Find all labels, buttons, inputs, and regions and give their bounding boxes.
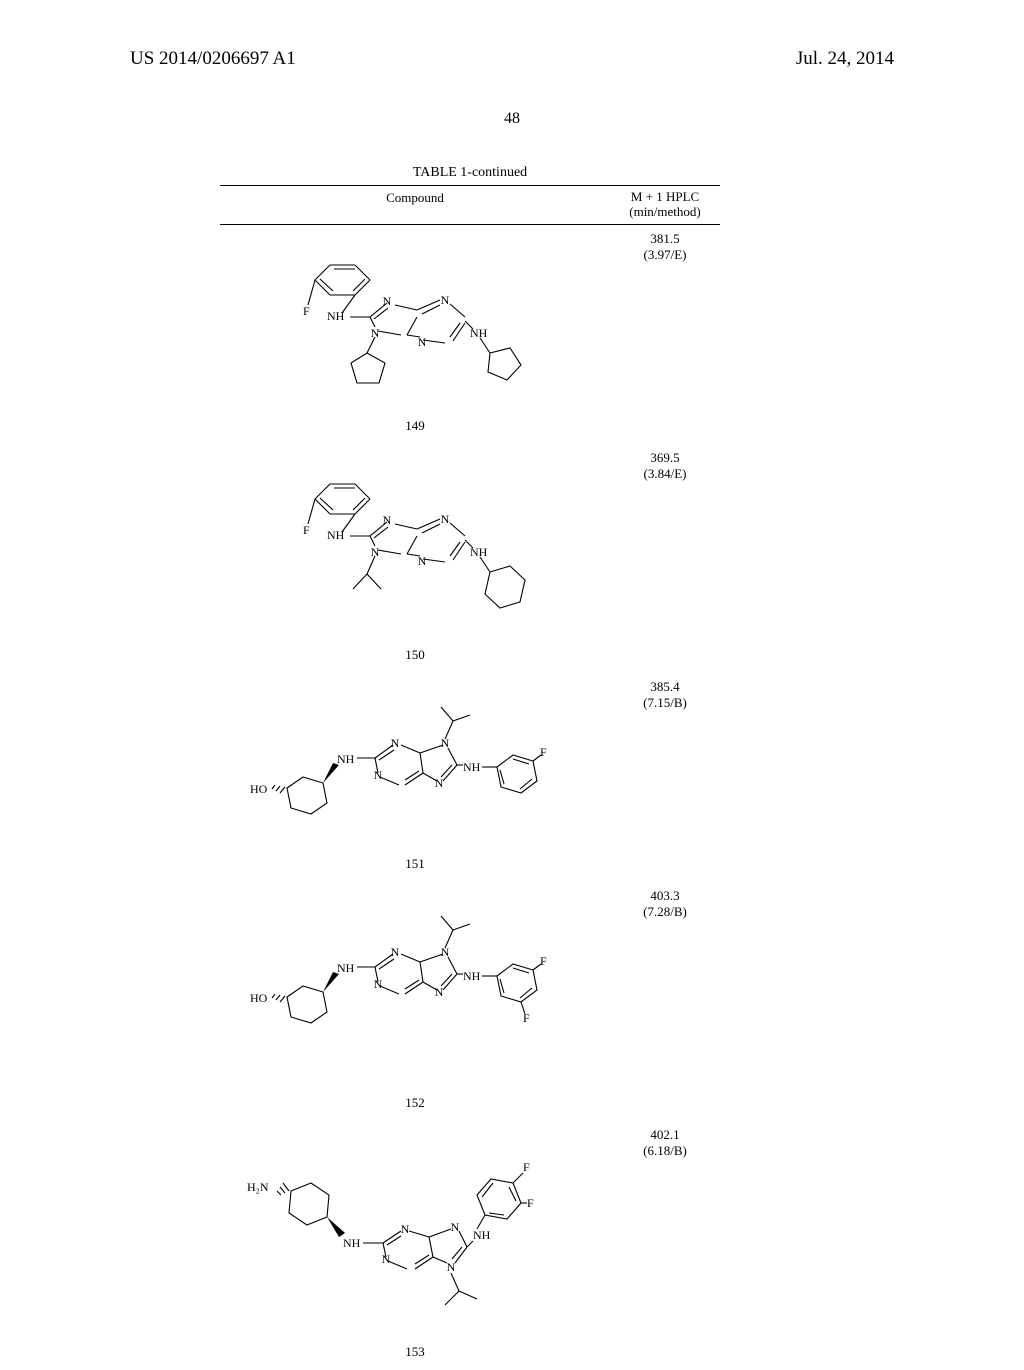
atom-label: N: [382, 1252, 391, 1266]
atom-label: F: [540, 745, 547, 759]
compound-number: 152: [220, 1095, 610, 1111]
atom-label: NH: [343, 1236, 361, 1250]
hplc-value: (7.28/B): [643, 904, 687, 919]
structure-151: HO NH: [245, 673, 585, 853]
compound-number: 153: [220, 1344, 610, 1360]
atom-label: N: [391, 945, 400, 959]
atom-label: N: [383, 294, 392, 308]
atom-label: N: [401, 1222, 410, 1236]
compound-cell: F NH: [220, 444, 610, 673]
atom-label: F: [303, 304, 310, 318]
atom-label: HO: [250, 782, 268, 796]
col-compound: Compound: [220, 190, 610, 220]
atom-label: N: [451, 1220, 460, 1234]
table-column-headers: Compound M + 1 HPLC (min/method): [220, 186, 720, 224]
page-number: 48: [0, 110, 1024, 128]
col-hplc-line1: M + 1 HPLC: [631, 189, 699, 204]
publication-number: US 2014/0206697 A1: [130, 48, 296, 70]
m-plus-1: 385.4: [650, 679, 679, 694]
atom-label: N: [374, 977, 383, 991]
atom-label: N: [418, 335, 427, 349]
m-plus-1: 369.5: [650, 450, 679, 465]
atom-label: N: [391, 736, 400, 750]
data-cell: 369.5 (3.84/E): [610, 444, 720, 483]
atom-label: NH: [473, 1228, 491, 1242]
col-hplc-line2: (min/method): [629, 204, 701, 219]
compound-table: TABLE 1-continued Compound M + 1 HPLC (m…: [220, 165, 720, 1370]
structure-153: H₂N NH: [245, 1121, 585, 1341]
m-plus-1: 381.5: [650, 231, 679, 246]
page-root: US 2014/0206697 A1 Jul. 24, 2014 48 TABL…: [0, 0, 1024, 1320]
hplc-value: (6.18/B): [643, 1143, 687, 1158]
compound-number: 150: [220, 647, 610, 663]
compound-cell: H₂N NH: [220, 1121, 610, 1370]
atom-label: H₂N: [247, 1180, 269, 1194]
atom-label: N: [374, 768, 383, 782]
atom-label: F: [527, 1196, 534, 1210]
hplc-value: (7.15/B): [643, 695, 687, 710]
atom-label: NH: [337, 752, 355, 766]
atom-label: F: [540, 954, 547, 968]
atom-label: NH: [327, 528, 345, 542]
atom-label: N: [441, 512, 450, 526]
atom-label: F: [523, 1011, 530, 1025]
table-row: HO NH: [220, 882, 720, 1121]
atom-label: NH: [463, 969, 481, 983]
compound-cell: F NH: [220, 225, 610, 444]
structure-150: F NH: [275, 444, 555, 644]
data-cell: 402.1 (6.18/B): [610, 1121, 720, 1160]
structure-152: HO NH: [245, 882, 585, 1092]
compound-number: 151: [220, 856, 610, 872]
col-hplc: M + 1 HPLC (min/method): [610, 190, 720, 220]
table-title: TABLE 1-continued: [220, 165, 720, 181]
publication-date: Jul. 24, 2014: [796, 48, 894, 70]
m-plus-1: 403.3: [650, 888, 679, 903]
atom-label: N: [383, 513, 392, 527]
table-row: HO NH: [220, 673, 720, 882]
atom-label: N: [441, 293, 450, 307]
atom-label: N: [418, 554, 427, 568]
compound-cell: HO NH: [220, 673, 610, 882]
data-cell: 385.4 (7.15/B): [610, 673, 720, 712]
atom-label: N: [435, 985, 444, 999]
atom-label: NH: [463, 760, 481, 774]
structure-149: F NH: [275, 225, 555, 415]
table-row: F NH: [220, 444, 720, 673]
atom-label: N: [447, 1260, 456, 1274]
atom-label: F: [303, 523, 310, 537]
data-cell: 381.5 (3.97/E): [610, 225, 720, 264]
atom-label: F: [523, 1160, 530, 1174]
atom-label: N: [435, 776, 444, 790]
data-cell: 403.3 (7.28/B): [610, 882, 720, 921]
compound-cell: HO NH: [220, 882, 610, 1121]
hplc-value: (3.97/E): [644, 247, 687, 262]
hplc-value: (3.84/E): [644, 466, 687, 481]
atom-label: HO: [250, 991, 268, 1005]
page-header: US 2014/0206697 A1 Jul. 24, 2014: [0, 48, 1024, 78]
m-plus-1: 402.1: [650, 1127, 679, 1142]
atom-label: NH: [327, 309, 345, 323]
atom-label: NH: [337, 961, 355, 975]
table-row: H₂N NH: [220, 1121, 720, 1370]
table-row: F NH: [220, 225, 720, 444]
compound-number: 149: [220, 418, 610, 434]
